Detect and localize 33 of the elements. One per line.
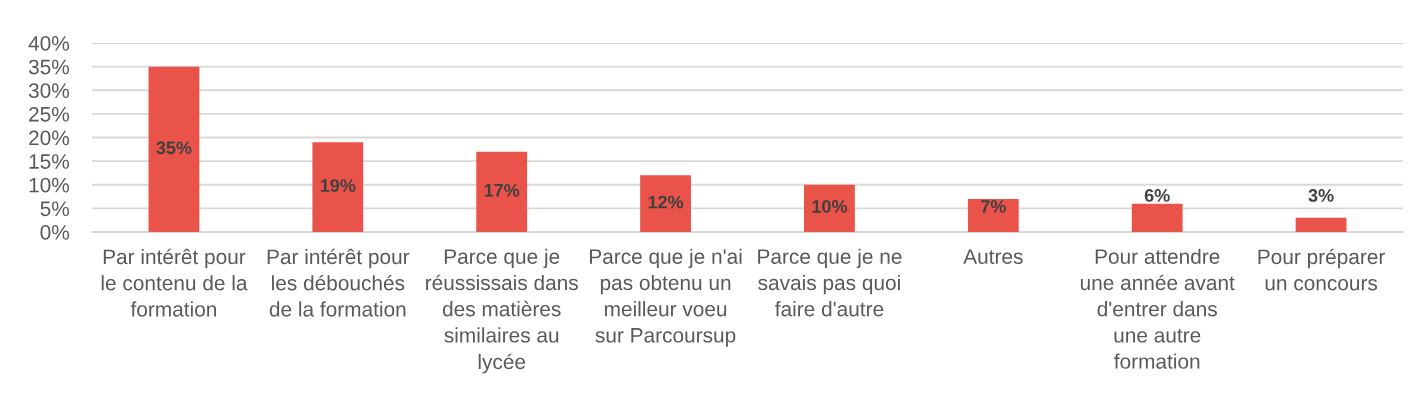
y-tick-label: 30% — [28, 83, 70, 98]
y-tick-label: 5% — [40, 201, 70, 217]
bar — [804, 184, 855, 232]
bar — [967, 198, 1019, 232]
data-label: 7% — [981, 200, 1006, 213]
data-label: 19% — [320, 179, 356, 192]
x-tick-label: Par intérêt pour les débouchés de la formation — [267, 248, 410, 317]
bar — [476, 151, 528, 232]
x-tick-label: Pour préparer un concours — [1258, 248, 1385, 291]
x-tick-label: Autres — [963, 249, 1023, 264]
y-tick-label: 15% — [29, 154, 70, 169]
x-tick-label: Parce que je n'ai pas obtenu un meilleur voeu sur Parcoursup — [590, 248, 742, 347]
bar — [312, 142, 364, 232]
y-tick-label: 20% — [29, 130, 70, 146]
bar — [1295, 217, 1347, 232]
x-tick-label: Pour attendre une année avant d'entrer dans une autre formation — [1080, 248, 1235, 369]
y-tick-label: 10% — [29, 177, 70, 193]
y-tick-label: 25% — [29, 106, 70, 122]
bar — [1131, 203, 1183, 232]
x-tick-label: Par intérêt pour le contenu de la formation — [101, 248, 248, 317]
y-tick-label: 40% — [28, 36, 70, 51]
y-tick-label: 35% — [28, 59, 70, 75]
x-tick-label: Parce que je réussissais dans des matières similaires au lycée — [426, 248, 578, 374]
data-label: 12% — [648, 195, 684, 209]
data-label: 10% — [812, 200, 848, 213]
data-label: 6% — [1144, 189, 1170, 202]
data-label: 3% — [1308, 189, 1334, 202]
x-tick-label: Parce que je ne savais pas quoi faire d'autre — [758, 248, 902, 317]
bar — [148, 66, 200, 232]
data-label: 35% — [156, 141, 192, 155]
bar — [640, 175, 691, 232]
data-label: 17% — [484, 183, 520, 197]
y-tick-label: 0% — [40, 225, 70, 240]
